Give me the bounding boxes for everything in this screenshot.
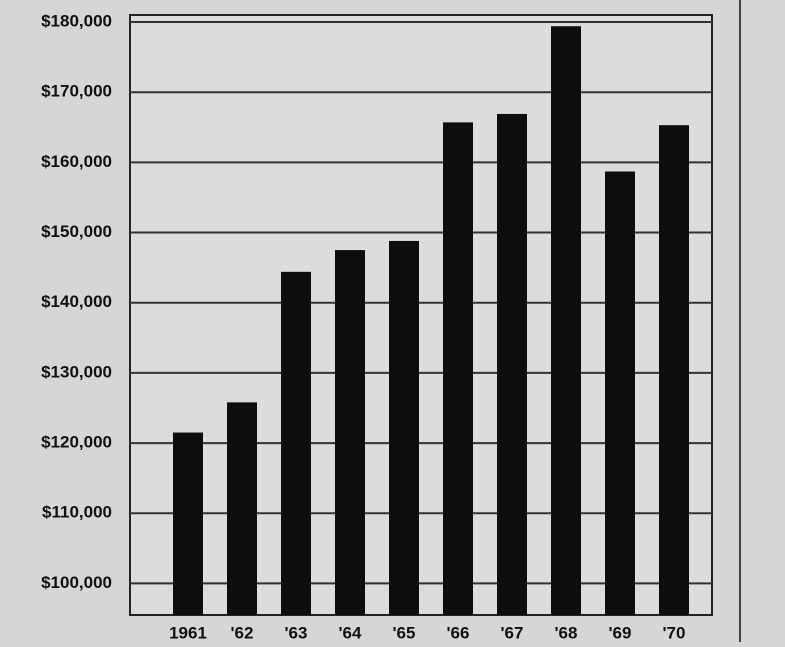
- y-tick-label: $130,000: [41, 362, 112, 381]
- x-tick-label: '67: [501, 623, 524, 642]
- bar: [281, 272, 311, 615]
- y-tick-label: $180,000: [41, 12, 112, 31]
- x-tick-label: '68: [555, 623, 578, 642]
- y-tick-label: $150,000: [41, 222, 112, 241]
- bar: [497, 114, 527, 615]
- x-tick-label: 1961: [169, 623, 207, 642]
- y-tick-label: $100,000: [41, 573, 112, 592]
- x-tick-label: '63: [285, 623, 308, 642]
- x-tick-label: '64: [339, 623, 362, 642]
- bar: [173, 433, 203, 615]
- x-tick-label: '62: [231, 623, 254, 642]
- x-tick-label: '65: [393, 623, 416, 642]
- x-tick-label: '66: [447, 623, 470, 642]
- y-tick-label: $120,000: [41, 433, 112, 452]
- x-tick-label: '70: [663, 623, 686, 642]
- page: {"chart_data": {"type": "bar", "categori…: [0, 0, 785, 642]
- bar: [443, 122, 473, 615]
- y-tick-label: $110,000: [42, 503, 112, 522]
- y-tick-label: $170,000: [41, 82, 112, 101]
- bar: [605, 171, 635, 615]
- x-tick-label: '69: [609, 623, 632, 642]
- chart: $100,000 $110,000 $120,000 $130,000 $140,000…: [0, 0, 785, 642]
- bar: [389, 241, 419, 615]
- bar: [335, 250, 365, 615]
- bar: [659, 125, 689, 615]
- bar: [551, 26, 581, 615]
- bar: [227, 402, 257, 615]
- y-tick-label: $160,000: [41, 152, 112, 171]
- y-tick-label: $140,000: [41, 292, 112, 311]
